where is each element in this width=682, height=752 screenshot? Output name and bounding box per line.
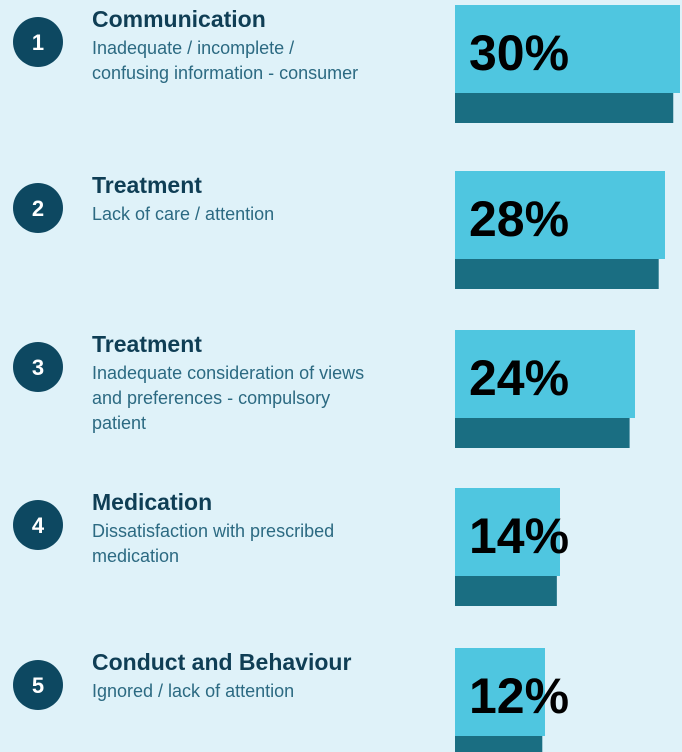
item-description: Lack of care / attention <box>92 204 274 224</box>
bar-shadow <box>455 93 674 123</box>
value-label: 30% <box>469 25 569 81</box>
item-description: Dissatisfaction with prescribed <box>92 521 334 541</box>
item-description: and preferences - compulsory <box>92 388 330 408</box>
item-category: Communication <box>92 6 266 32</box>
bar-shadow <box>455 736 543 752</box>
bar-shadow <box>455 576 557 606</box>
item-category: Conduct and Behaviour <box>92 649 351 675</box>
value-label: 12% <box>469 668 569 724</box>
number-badge <box>13 17 63 67</box>
item-description: Inadequate consideration of views <box>92 363 364 383</box>
item-number: 2 <box>32 196 44 221</box>
number-badge <box>13 183 63 233</box>
item-category: Treatment <box>92 172 202 198</box>
bar <box>455 171 665 259</box>
item-category: Medication <box>92 489 212 515</box>
item-description: Ignored / lack of attention <box>92 681 294 701</box>
item-category: Treatment <box>92 331 202 357</box>
bar <box>455 648 545 736</box>
number-badge <box>13 342 63 392</box>
bar <box>455 488 560 576</box>
value-label: 24% <box>469 350 569 406</box>
value-label: 14% <box>469 508 569 564</box>
value-label: 28% <box>469 191 569 247</box>
item-number: 1 <box>32 30 44 55</box>
item-number: 5 <box>32 673 44 698</box>
number-badge <box>13 500 63 550</box>
bar <box>455 5 680 93</box>
bar-shadow <box>455 418 630 448</box>
item-number: 3 <box>32 355 44 380</box>
item-description: patient <box>92 413 146 433</box>
item-description: Inadequate / incomplete / <box>92 38 294 58</box>
item-description: confusing information - consumer <box>92 63 358 83</box>
bar-shadow <box>455 259 659 289</box>
number-badge <box>13 660 63 710</box>
bar <box>455 330 635 418</box>
item-number: 4 <box>32 513 45 538</box>
item-description: medication <box>92 546 179 566</box>
